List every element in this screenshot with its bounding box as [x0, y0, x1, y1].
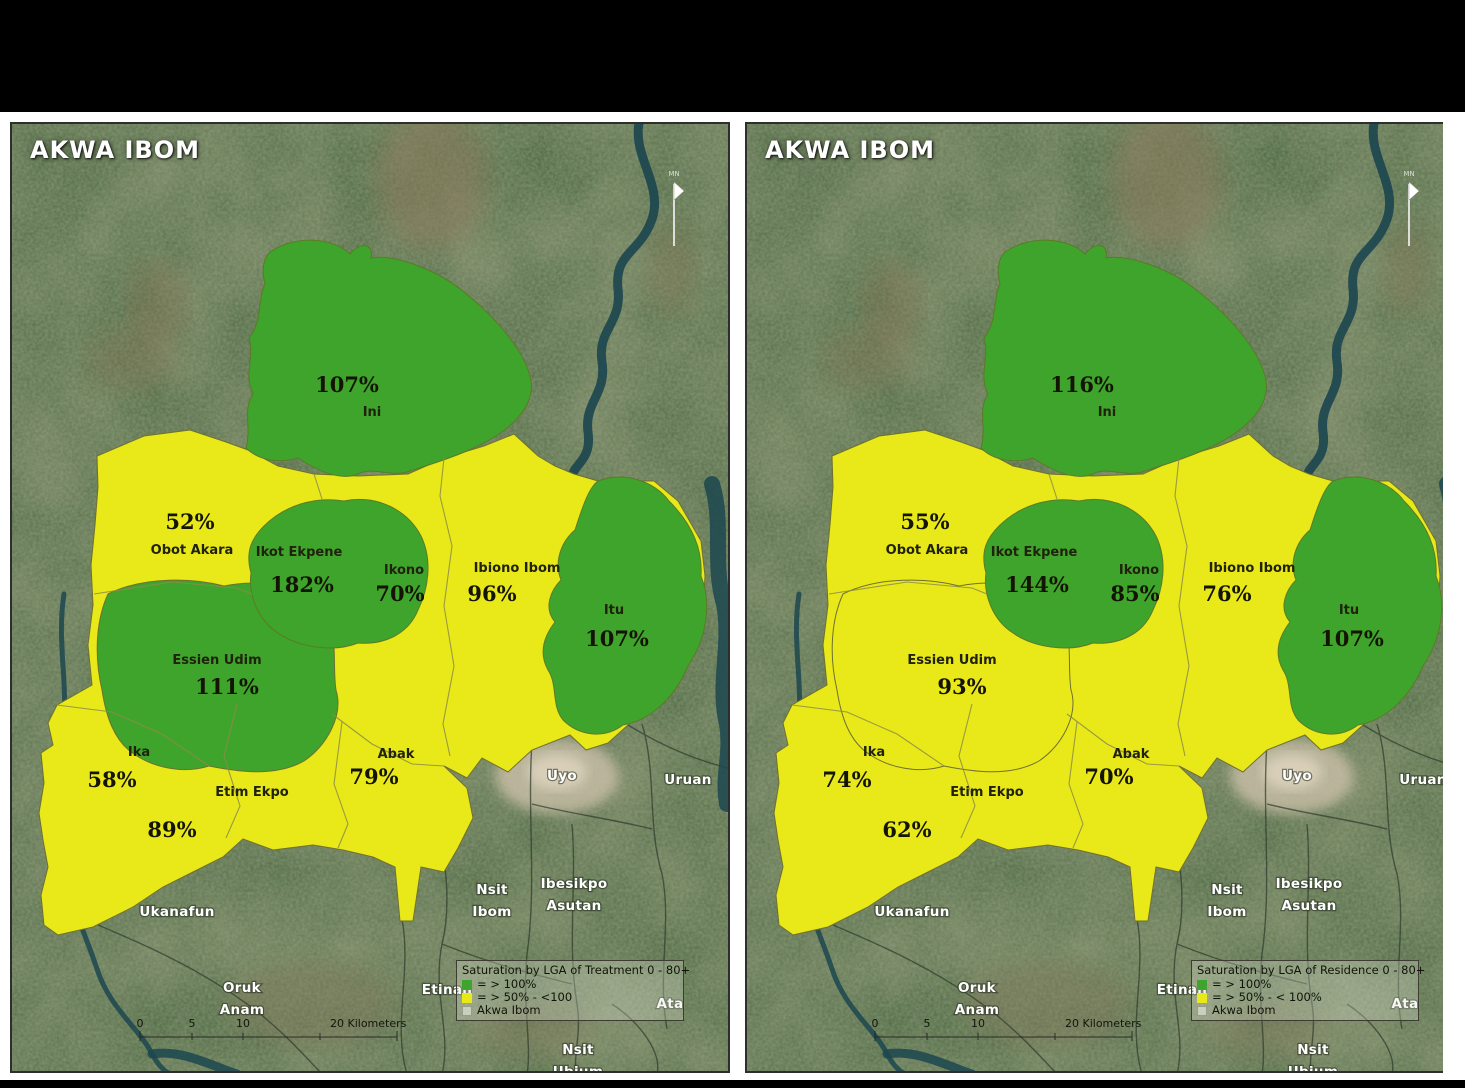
basemap-label: Ukanafun	[139, 904, 214, 920]
region-value: 96%	[467, 581, 516, 606]
region-label: Etim Ekpo	[215, 785, 288, 800]
basemap-label: Ata	[657, 996, 684, 1012]
scale-label: 5	[924, 1017, 931, 1030]
legend-swatch-yellow	[1197, 992, 1207, 1003]
legend-swatch-green	[462, 979, 472, 990]
region-value: 55%	[900, 509, 949, 534]
scale-label: 10	[971, 1017, 985, 1030]
basemap-label: Uruan	[664, 772, 711, 788]
legend-item: = > 50% - <100	[462, 991, 678, 1004]
region-value: 144%	[1005, 572, 1069, 597]
scale-label: 5	[189, 1017, 196, 1030]
legend-residence: Saturation by LGA of Residence 0 - 80+ =…	[1191, 960, 1426, 1021]
treatment-map-svg: 107% Ini 52% Obot Akara Ikot Ekpene 182%…	[12, 124, 730, 1073]
legend-title: Saturation by LGA of Treatment 0 - 80+	[462, 963, 691, 977]
region-value: 62%	[882, 817, 931, 842]
basemap-label: Ibesikpo Asutan	[541, 876, 608, 914]
region-label: Ika	[863, 745, 885, 760]
region-label: Ini	[1098, 405, 1117, 420]
scale-label: 20 Kilometers	[330, 1017, 407, 1030]
legend-item: = > 100%	[462, 978, 678, 991]
scale-label: 0	[872, 1017, 879, 1030]
basemap-label: Ata	[1392, 996, 1419, 1012]
basemap-label: Uyo	[547, 768, 577, 784]
residence-map-svg: 116% Ini 55% Obot Akara Ikot Ekpene 144%…	[747, 124, 1443, 1073]
region-label: Ikot Ekpene	[256, 545, 343, 560]
region-value: 111%	[195, 674, 259, 699]
legend-swatch-state	[462, 1005, 472, 1016]
basemap-label: Etinan	[1157, 982, 1207, 998]
region-value: 182%	[270, 572, 334, 597]
region-value: 107%	[1320, 626, 1384, 651]
region-label: Ibiono Ibom	[474, 561, 561, 576]
scale-label: 10	[236, 1017, 250, 1030]
legend-swatch-green	[1197, 979, 1207, 990]
region-value: 116%	[1050, 372, 1114, 397]
region-label: Ibiono Ibom	[1209, 561, 1296, 576]
legend-swatch-yellow	[462, 992, 472, 1003]
region-label: Essien Udim	[172, 653, 261, 668]
basemap-label: Uyo	[1282, 768, 1312, 784]
region-value: 107%	[315, 372, 379, 397]
north-arrow-label: MN	[668, 170, 679, 178]
region-value: 89%	[147, 817, 196, 842]
region-value: 52%	[165, 509, 214, 534]
legend-item-label: Akwa Ibom	[1212, 1003, 1276, 1017]
region-label: Abak	[1113, 747, 1150, 762]
map-title: AKWA IBOM	[765, 136, 936, 164]
region-label: Ikono	[1119, 563, 1159, 578]
region-value: 70%	[375, 581, 424, 606]
legend-item: Akwa Ibom	[1197, 1004, 1413, 1017]
map-panel-treatment: 107% Ini 52% Obot Akara Ikot Ekpene 182%…	[10, 122, 730, 1073]
basemap-label: Nsit Ubium	[1288, 1042, 1338, 1073]
legend-item-label: = > 50% - <100	[477, 990, 573, 1004]
top-black-bar	[0, 0, 1465, 112]
basemap-label: Oruk Anam	[955, 980, 999, 1018]
region-label: Ikot Ekpene	[991, 545, 1078, 560]
region-value: 85%	[1110, 581, 1159, 606]
legend-treatment: Saturation by LGA of Treatment 0 - 80+ =…	[456, 960, 691, 1021]
scale-label: 0	[137, 1017, 144, 1030]
basemap-label: Ukanafun	[874, 904, 949, 920]
legend-title: Saturation by LGA of Residence 0 - 80+	[1197, 963, 1426, 977]
region-label: Etim Ekpo	[950, 785, 1023, 800]
region-label: Obot Akara	[886, 543, 969, 558]
region-label: Ikono	[384, 563, 424, 578]
legend-item-label: = > 100%	[477, 977, 537, 991]
region-value: 93%	[937, 674, 986, 699]
basemap-label: Uruan	[1399, 772, 1443, 788]
region-value: 58%	[87, 767, 136, 792]
region-label: Ika	[128, 745, 150, 760]
map-panel-residence: 116% Ini 55% Obot Akara Ikot Ekpene 144%…	[745, 122, 1443, 1073]
region-label: Abak	[378, 747, 415, 762]
legend-item: = > 50% - < 100%	[1197, 991, 1413, 1004]
region-label: Itu	[1339, 603, 1359, 618]
map-title: AKWA IBOM	[30, 136, 201, 164]
basemap-label: Ibesikpo Asutan	[1276, 876, 1343, 914]
region-value: 107%	[585, 626, 649, 651]
region-value: 70%	[1084, 764, 1133, 789]
legend-swatch-state	[1197, 1005, 1207, 1016]
bottom-black-bar	[0, 1080, 1465, 1088]
legend-item-label: = > 100%	[1212, 977, 1272, 991]
basemap-label: Nsit Ubium	[553, 1042, 603, 1073]
region-label: Itu	[604, 603, 624, 618]
region-label: Essien Udim	[907, 653, 996, 668]
legend-item: = > 100%	[1197, 978, 1413, 991]
legend-item-label: = > 50% - < 100%	[1212, 990, 1322, 1004]
north-arrow-label: MN	[1403, 170, 1414, 178]
legend-item-label: Akwa Ibom	[477, 1003, 541, 1017]
basemap-label: Nsit Ibom	[472, 882, 511, 920]
region-label: Obot Akara	[151, 543, 234, 558]
region-value: 76%	[1202, 581, 1251, 606]
basemap-label: Oruk Anam	[220, 980, 264, 1018]
legend-item: Akwa Ibom	[462, 1004, 678, 1017]
region-value: 79%	[349, 764, 398, 789]
region-label: Ini	[363, 405, 382, 420]
basemap-label: Etinan	[422, 982, 472, 998]
region-value: 74%	[822, 767, 871, 792]
scale-label: 20 Kilometers	[1065, 1017, 1142, 1030]
basemap-label: Nsit Ibom	[1207, 882, 1246, 920]
